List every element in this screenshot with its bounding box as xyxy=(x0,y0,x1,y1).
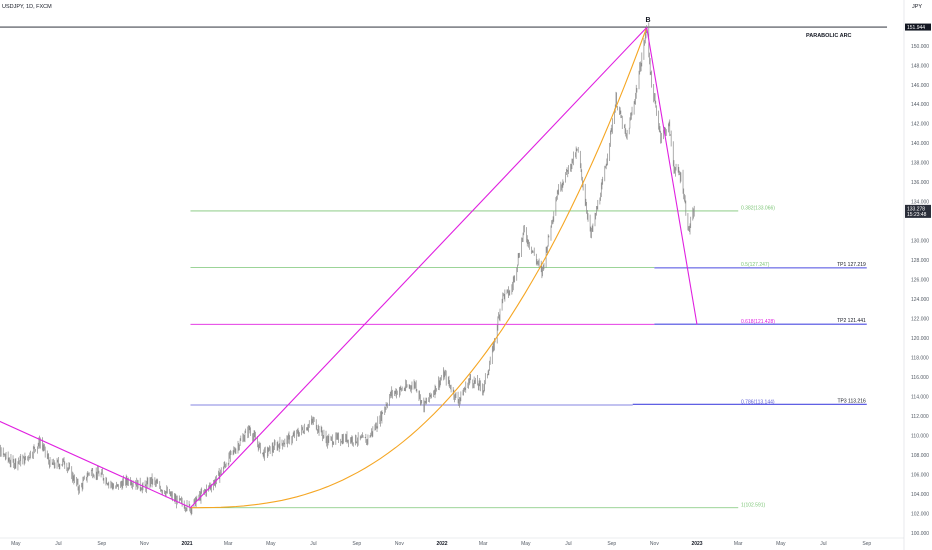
fib-label: 0.786(113.144) xyxy=(741,399,775,405)
last-price-tag xyxy=(905,204,931,218)
bar-countdown-text: 15:23:48 xyxy=(907,212,927,218)
x-tick-label: May xyxy=(266,541,276,547)
target-label: TP3 113.216 xyxy=(838,398,866,404)
x-tick-label: Nov xyxy=(140,541,149,547)
x-tick-label: 2023 xyxy=(691,541,702,547)
y-tick-label: 104.000 xyxy=(911,492,929,498)
y-tick-label: 116.000 xyxy=(911,375,929,381)
x-tick-label: May xyxy=(521,541,531,547)
y-tick-label: 102.000 xyxy=(911,511,929,517)
y-tick-label: 112.000 xyxy=(911,414,929,420)
y-tick-label: 122.000 xyxy=(911,317,929,323)
y-tick-label: 150.000 xyxy=(911,44,929,50)
y-tick-label: 118.000 xyxy=(911,355,929,361)
x-tick-label: May xyxy=(11,541,21,547)
fib-levels: 0.382(133.066) 0.5(127.247) 0.618(121.428)… xyxy=(190,205,775,508)
x-tick-label: Sep xyxy=(862,541,871,547)
x-tick-label: Jul xyxy=(565,541,571,547)
y-tick-label: 120.000 xyxy=(911,336,929,342)
x-tick-label: Mar xyxy=(224,541,233,547)
time-axis[interactable]: May Jul Sep Nov 2021 Mar May Jul Sep Nov 2022 Mar Ma… xyxy=(0,537,904,547)
y-tick-label: 138.000 xyxy=(911,161,929,167)
impulse-line xyxy=(190,27,648,509)
x-tick-label: Nov xyxy=(650,541,659,547)
parabolic-arc-label: PARABOLIC ARC xyxy=(806,33,852,39)
y-tick-label: 106.000 xyxy=(911,472,929,478)
x-tick-label: May xyxy=(776,541,786,547)
price-series xyxy=(0,22,695,516)
y-tick-label: 128.000 xyxy=(911,258,929,264)
wave-b-label: B xyxy=(645,17,650,24)
x-tick-label: Sep xyxy=(352,541,361,547)
chart-title: USDJPY, 1D, FXCM xyxy=(2,4,52,10)
fib-label: 0.618(121.428) xyxy=(741,319,775,325)
y-tick-label: 100.000 xyxy=(911,531,929,537)
currency-label: JPY xyxy=(912,4,922,10)
y-tick-label: 108.000 xyxy=(911,453,929,459)
y-tick-label: 126.000 xyxy=(911,278,929,284)
plot-area: 0.382(133.066) 0.5(127.247) 0.618(121.428)… xyxy=(0,22,931,516)
x-tick-label: Jul xyxy=(55,541,61,547)
target-lines: TP1 127.219 TP2 121.441 TP3 113.216 151.944 xyxy=(0,23,931,405)
drop-line xyxy=(646,27,698,325)
fib-label: 0.382(133.066) xyxy=(741,205,775,211)
x-tick-label: 2022 xyxy=(436,541,447,547)
target-label: TP1 127.219 xyxy=(837,262,866,268)
y-tick-label: 134.000 xyxy=(911,200,929,206)
target-label: TP2 121.441 xyxy=(837,318,866,324)
y-tick-label: 144.000 xyxy=(911,102,929,108)
x-tick-label: Sep xyxy=(607,541,616,547)
x-tick-label: Jul xyxy=(310,541,316,547)
y-tick-label: 130.000 xyxy=(911,239,929,245)
peak-price-tag xyxy=(905,23,931,31)
fib-label: 0.5(127.247) xyxy=(741,262,770,268)
x-tick-label: Jul xyxy=(820,541,826,547)
y-tick-label: 114.000 xyxy=(911,394,929,400)
price-axis[interactable]: 150.000 148.000 146.000 144.000 142.000 140.0… xyxy=(903,0,929,550)
y-tick-label: 136.000 xyxy=(911,180,929,186)
y-tick-label: 110.000 xyxy=(911,433,929,439)
decline-line xyxy=(0,420,191,509)
x-tick-label: Sep xyxy=(97,541,106,547)
parabolic-arc xyxy=(190,27,648,509)
y-tick-label: 124.000 xyxy=(911,297,929,303)
x-tick-label: Mar xyxy=(479,541,488,547)
x-tick-label: Mar xyxy=(734,541,743,547)
y-tick-label: 142.000 xyxy=(911,122,929,128)
last-price-text: 133.278 xyxy=(907,206,925,212)
y-tick-label: 146.000 xyxy=(911,83,929,89)
peak-price-text: 151.944 xyxy=(907,25,925,31)
x-tick-label: 2021 xyxy=(181,541,192,547)
fib-label: 1(102.591) xyxy=(741,502,766,508)
x-tick-label: Nov xyxy=(395,541,404,547)
y-tick-label: 148.000 xyxy=(911,63,929,69)
y-tick-label: 140.000 xyxy=(911,141,929,147)
